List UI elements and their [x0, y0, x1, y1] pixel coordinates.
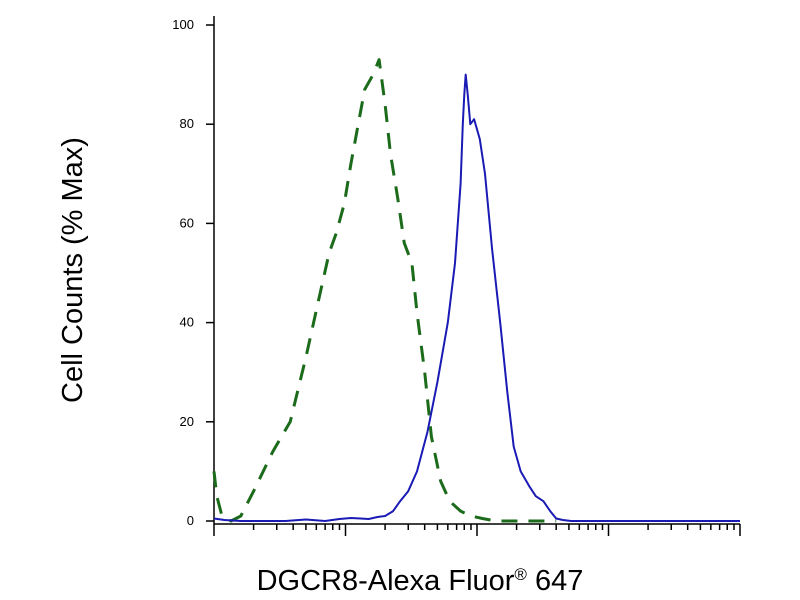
x-axis-title: DGCR8-Alexa Fluor® 647 [257, 565, 584, 597]
y-tick-label: 40 [180, 315, 194, 330]
y-tick-label: 80 [180, 116, 194, 131]
series-line-dashed [212, 58, 557, 523]
x-axis-ticks [213, 524, 741, 536]
y-tick-label: 20 [180, 414, 194, 429]
y-tick-label: 60 [180, 215, 194, 230]
y-tick-label: 0 [187, 513, 194, 528]
series-layer [212, 58, 740, 523]
y-axis-title: Cell Counts (% Max) [57, 137, 89, 403]
plot-frame [213, 16, 740, 525]
x-axis-title-registered-mark: ® [514, 565, 527, 584]
x-axis-title-main: DGCR8-Alexa Fluor [257, 565, 515, 597]
y-axis-ticks: 0 20 40 60 80 100 [172, 17, 214, 528]
series-line-solid [213, 73, 740, 522]
x-axis-title-suffix: 647 [527, 565, 583, 597]
y-tick-label: 100 [172, 17, 194, 32]
